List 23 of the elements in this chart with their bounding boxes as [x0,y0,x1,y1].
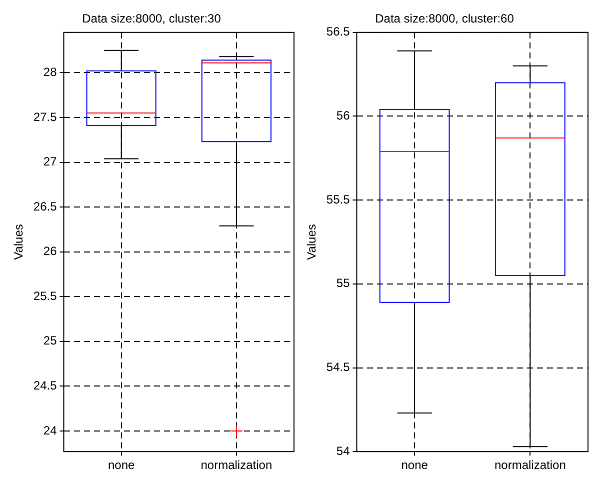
y-tick-label: 56 [336,108,350,123]
chart-title: Data size:8000, cluster:60 [375,12,514,26]
y-tick-label: 54 [336,444,350,458]
x-tick-label: normalization [494,458,566,472]
y-tick-label: 26.5 [33,199,58,214]
chart-title: Data size:8000, cluster:30 [82,12,222,26]
y-tick-label: 25 [43,334,58,348]
y-tick-label: 27.5 [33,110,58,124]
y-tick-label: 28 [43,65,58,80]
x-tick-label: normalization [200,458,272,472]
y-tick-label: 54.5 [326,360,350,374]
y-tick-label: 26 [43,244,58,258]
y-tick-label: 27 [43,154,58,169]
y-tick-label: 25.5 [33,288,58,303]
x-tick-label: none [401,458,428,472]
x-tick-label: none [108,458,135,472]
y-tick-label: 56.5 [326,24,350,39]
y-tick-label: 24.5 [33,378,58,393]
y-axis-title: Values [304,224,319,260]
y-tick-label: 24 [43,423,58,438]
y-axis-title: Values [12,224,26,260]
y-tick-label: 55.5 [326,192,350,206]
y-tick-label: 55 [336,276,350,290]
